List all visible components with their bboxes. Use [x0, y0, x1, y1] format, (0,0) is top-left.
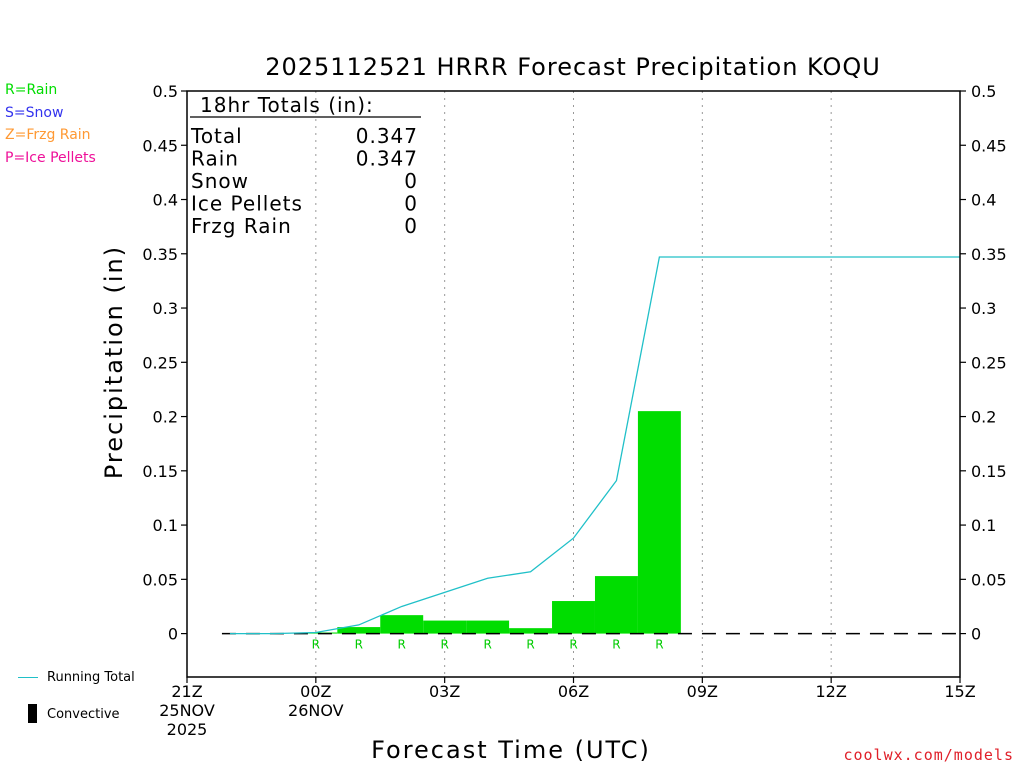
chart-title: 2025112521 HRRR Forecast Precipitation K…: [265, 53, 881, 81]
precip-bar: [509, 628, 553, 634]
precip-type-label: R: [440, 638, 448, 652]
convective-label: Convective: [47, 707, 120, 722]
legend-snow: S=Snow: [5, 105, 64, 121]
y-tick-label-right: 0.3: [971, 299, 996, 318]
precip-type-label: R: [398, 638, 406, 652]
totals-row-label: Ice Pellets: [191, 192, 303, 216]
totals-row-label: Frzg Rain: [191, 214, 292, 238]
totals-row-label: Total: [190, 124, 243, 148]
x-tick-label: 12Z: [816, 682, 847, 701]
precip-type-label: R: [612, 638, 620, 652]
convective-swatch: [28, 704, 37, 723]
y-tick-label-left: 0.4: [153, 191, 178, 210]
precip-bar: [637, 411, 681, 634]
credit-text: coolwx.com/models: [843, 746, 1014, 764]
y-tick-label-right: 0.1: [971, 516, 996, 535]
y-tick-label-right: 0.45: [971, 136, 1007, 155]
y-tick-label-right: 0.35: [971, 245, 1007, 264]
x-tick-label: 06Z: [558, 682, 589, 701]
totals-row-value: 0.347: [356, 124, 418, 148]
x-tick-label: 2025: [167, 720, 208, 739]
totals-row-value: 0: [404, 169, 418, 193]
y-tick-label-left: 0.5: [153, 82, 178, 101]
y-tick-label-left: 0.25: [142, 353, 178, 372]
x-tick-label: 00Z: [300, 682, 331, 701]
y-tick-label-left: 0: [168, 625, 178, 644]
precip-bar: [380, 615, 424, 634]
x-tick-label: 09Z: [687, 682, 718, 701]
x-tick-label: 25NOV: [159, 701, 215, 720]
y-tick-label-right: 0.15: [971, 462, 1007, 481]
totals-row-value: 0: [404, 192, 418, 216]
running-total-line: [229, 256, 960, 635]
precip-bar: [594, 576, 638, 634]
totals-row-label: Snow: [191, 169, 249, 193]
precip-type-label: R: [312, 638, 320, 652]
precip-bar: [466, 620, 510, 634]
x-tick-label: 15Z: [944, 682, 975, 701]
totals-header: 18hr Totals (in):: [200, 93, 374, 117]
precip-bar: [552, 601, 595, 634]
y-tick-label-left: 0.1: [153, 516, 178, 535]
legend-ice-pellets: P=Ice Pellets: [5, 150, 96, 166]
y-tick-label-right: 0.2: [971, 408, 996, 427]
y-tick-label-right: 0.25: [971, 353, 1007, 372]
precip-type-label: R: [655, 638, 663, 652]
x-tick-label: 21Z: [171, 682, 202, 701]
legend-rain: R=Rain: [5, 82, 58, 98]
totals-row-value: 0: [404, 214, 418, 238]
y-tick-label-left: 0.35: [142, 245, 178, 264]
running-total-swatch: [18, 677, 38, 678]
running-total-label: Running Total: [47, 670, 135, 685]
precip-type-label: R: [483, 638, 491, 652]
x-axis-label: Forecast Time (UTC): [371, 736, 651, 764]
x-tick-label: 03Z: [429, 682, 460, 701]
y-tick-label-left: 0.15: [142, 462, 178, 481]
totals-row-label: Rain: [191, 147, 239, 171]
x-tick-label: 26NOV: [288, 701, 344, 720]
y-tick-label-right: 0.4: [971, 191, 996, 210]
y-tick-label-left: 0.45: [142, 136, 178, 155]
y-tick-label-right: 0: [971, 625, 981, 644]
precip-bar: [337, 627, 381, 634]
precip-type-label: R: [526, 638, 534, 652]
totals-row-value: 0.347: [356, 147, 418, 171]
precip-bar: [423, 620, 467, 634]
y-tick-label-left: 0.2: [153, 408, 178, 427]
y-tick-label-left: 0.3: [153, 299, 178, 318]
y-tick-label-right: 0.5: [971, 82, 996, 101]
y-axis-label: Precipitation (in): [100, 245, 128, 479]
precip-type-label: R: [569, 638, 577, 652]
y-tick-label-right: 0.05: [971, 570, 1007, 589]
y-tick-label-left: 0.05: [142, 570, 178, 589]
precip-type-label: R: [355, 638, 363, 652]
legend-frzg-rain: Z=Frzg Rain: [5, 127, 91, 143]
